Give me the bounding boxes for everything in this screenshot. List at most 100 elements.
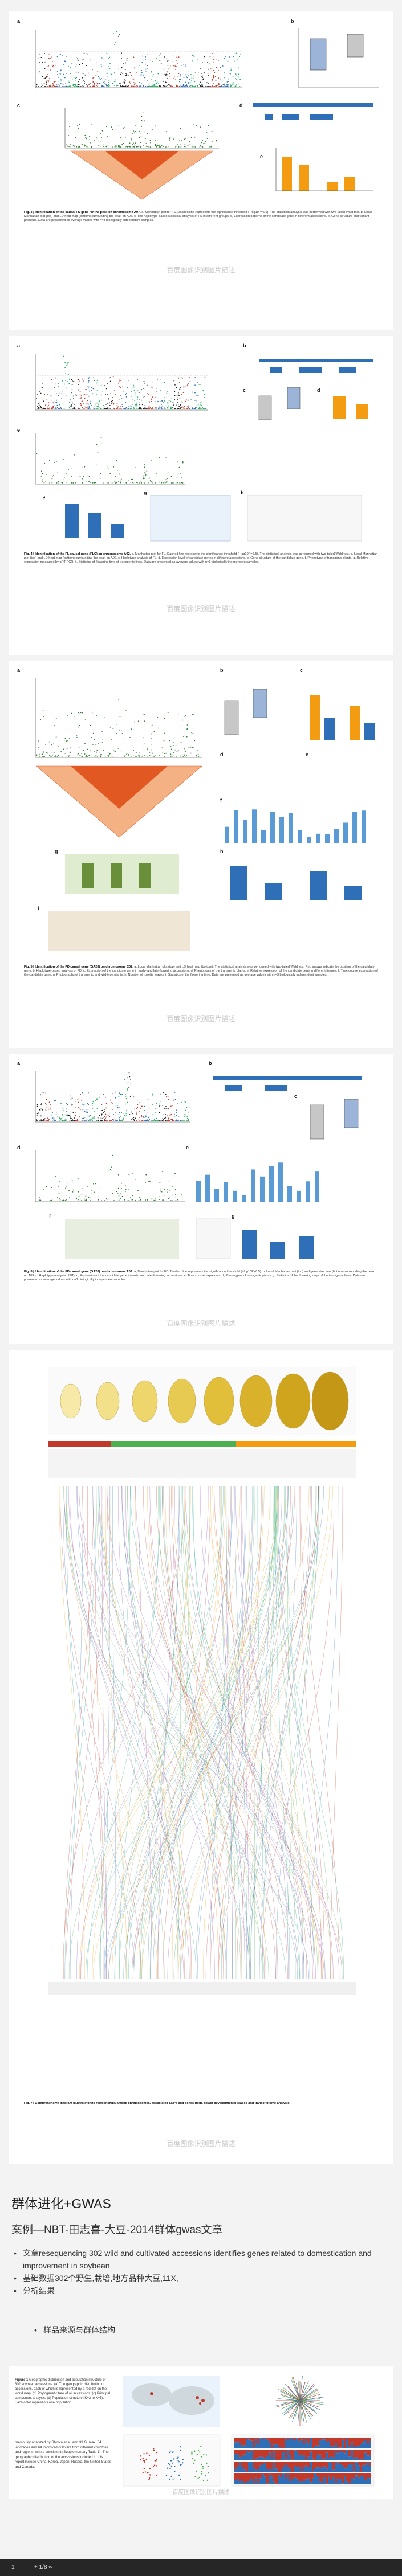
paper-figure-card: Figure 1 Geographic distribution and pop… <box>9 2366 393 2499</box>
structure-bar <box>262 2439 264 2448</box>
snp-point <box>169 73 170 75</box>
pca-point <box>172 2458 174 2460</box>
snp-point <box>43 751 44 753</box>
snp-point <box>58 395 59 396</box>
snp-point <box>120 1198 121 1199</box>
structure-bar <box>358 2477 360 2484</box>
snp-point <box>170 746 172 747</box>
flower-stage-image <box>60 1383 82 1419</box>
snp-point <box>180 146 182 148</box>
snp-point <box>189 81 191 83</box>
structure-bar <box>287 2473 289 2475</box>
structure-bar <box>332 2446 335 2448</box>
structure-bar <box>348 2464 351 2472</box>
snp-point <box>155 1120 156 1121</box>
snp-point <box>174 1099 176 1100</box>
snp-point <box>39 1197 41 1198</box>
snp-point <box>128 379 129 381</box>
snp-point <box>75 1100 76 1102</box>
snp-point <box>169 1196 170 1198</box>
snp-point <box>174 65 176 67</box>
snp-point <box>201 84 203 86</box>
snp-point <box>188 383 189 384</box>
snp-point <box>112 397 113 398</box>
gene-link <box>222 1486 274 1980</box>
snp-point <box>88 386 90 388</box>
snp-point <box>100 754 101 755</box>
snp-point <box>90 724 91 726</box>
snp-point <box>112 146 113 148</box>
snp-point <box>79 145 80 147</box>
snp-point <box>44 68 46 69</box>
snp-point <box>44 1118 46 1119</box>
snp-point <box>146 86 148 87</box>
snp-point <box>97 452 99 453</box>
snp-point <box>177 392 179 394</box>
snp-point <box>152 80 154 82</box>
snp-point <box>151 724 153 726</box>
snp-point <box>96 402 98 404</box>
structure-bar <box>319 2462 321 2467</box>
snp-point <box>131 85 133 87</box>
structure-bar <box>243 2483 246 2484</box>
snp-point <box>128 1072 130 1074</box>
structure-bar <box>328 2450 330 2459</box>
snp-point <box>149 85 150 87</box>
snp-point <box>218 70 220 71</box>
snp-point <box>74 86 75 87</box>
structure-bar <box>241 2438 243 2446</box>
snp-point <box>104 406 105 408</box>
snp-point <box>157 83 159 84</box>
snp-point <box>139 1117 141 1119</box>
snp-point <box>139 406 141 408</box>
caption-text: a, Manhattan plot for FS. Dashed line re… <box>24 211 372 223</box>
snp-point <box>108 135 110 137</box>
snp-point <box>147 748 148 750</box>
snp-point <box>132 403 133 405</box>
structure-bar <box>237 2450 239 2455</box>
snp-point <box>72 402 74 404</box>
structure-bar <box>332 2473 335 2478</box>
snp-point <box>112 728 114 730</box>
snp-point <box>140 1108 141 1109</box>
structure-bar <box>282 2462 285 2467</box>
snp-point <box>60 407 62 408</box>
snp-point <box>70 1118 71 1120</box>
structure-bar <box>314 2462 316 2468</box>
zoom-control[interactable]: + 1/8 ∞ <box>34 2564 53 2570</box>
snp-point <box>112 1093 113 1095</box>
snp-point <box>237 58 238 60</box>
snp-point <box>125 1094 127 1095</box>
structure-bar <box>307 2467 310 2472</box>
snp-point <box>106 1199 108 1200</box>
snp-point <box>112 1154 113 1156</box>
tree-branch <box>283 2387 301 2401</box>
snp-point <box>144 720 145 722</box>
snp-point <box>182 482 184 484</box>
snp-point <box>38 404 40 406</box>
snp-point <box>194 81 196 83</box>
tree-branch <box>276 2400 301 2406</box>
snp-point <box>155 754 156 756</box>
pca-point <box>203 2454 205 2456</box>
gene-link <box>132 1486 288 1980</box>
page-indicator[interactable]: 1 <box>11 2564 15 2570</box>
pca-point <box>156 2475 157 2476</box>
panel-label: a <box>17 18 21 24</box>
structure-bar <box>257 2438 259 2444</box>
structure-bar <box>298 2462 301 2467</box>
snp-point <box>169 1190 171 1191</box>
snp-point <box>164 400 165 402</box>
snp-point <box>125 1115 127 1116</box>
gene-link <box>148 1486 276 1980</box>
snp-point <box>175 146 176 148</box>
snp-point <box>140 1198 142 1200</box>
snp-point <box>38 407 39 408</box>
snp-point <box>43 83 45 84</box>
structure-bar <box>246 2471 248 2472</box>
snp-point <box>191 732 192 734</box>
snp-point <box>160 1120 161 1121</box>
snp-point <box>121 398 123 399</box>
sub-bullet-list: 样品来源与群体结构 <box>32 2324 115 2336</box>
snp-point <box>153 86 155 87</box>
